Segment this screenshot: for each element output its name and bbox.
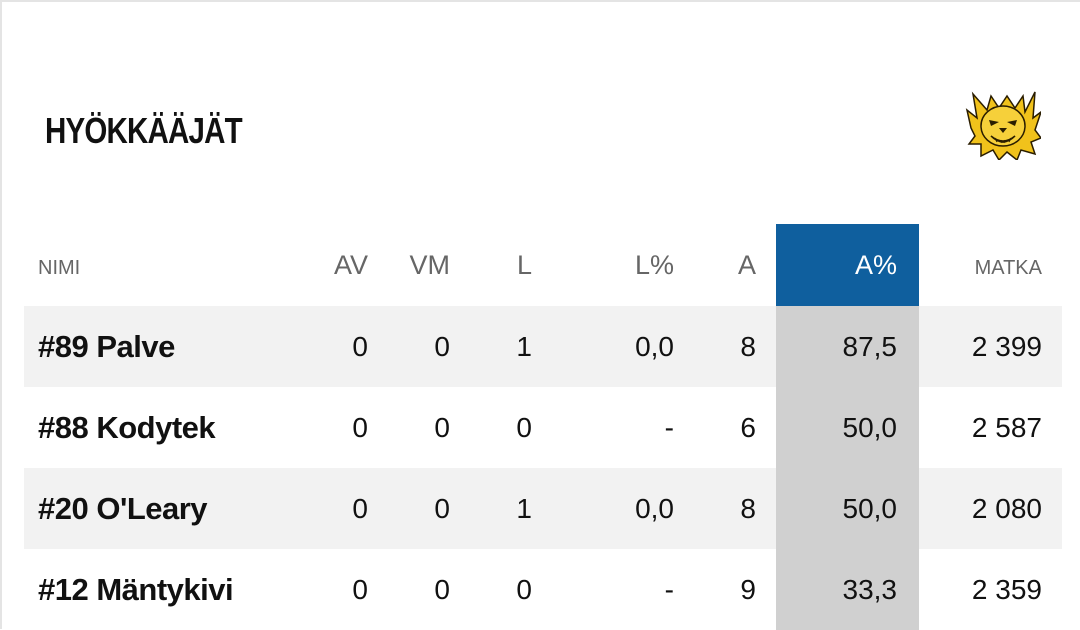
cell-vm: 0 (434, 411, 450, 443)
cell-a-percent: 87,5 (776, 306, 919, 387)
cell-l-percent: - (664, 573, 674, 605)
table-row[interactable]: #88 Kodytek 0 0 0 - 6 50,0 2 587 (24, 387, 1062, 468)
players-table: NIMI AV VM L L% A A% MATKA #89 Palve 0 0… (24, 224, 1062, 630)
header-matka[interactable]: MATKA (974, 257, 1042, 279)
cell-matka: 2 399 (971, 330, 1042, 362)
cell-av: 0 (352, 330, 368, 362)
cell-a-percent: 50,0 (776, 468, 919, 549)
cell-vm: 0 (434, 492, 450, 524)
cell-matka: 2 080 (971, 492, 1042, 524)
player-name[interactable]: #89 Palve (38, 328, 175, 364)
section-title: HYÖKKÄÄJÄT (45, 110, 243, 151)
table-header: NIMI AV VM L L% A A% MATKA (24, 224, 1062, 306)
cell-a: 8 (740, 330, 756, 362)
header-l-percent[interactable]: L% (634, 249, 674, 280)
cell-vm: 0 (434, 330, 450, 362)
player-name[interactable]: #88 Kodytek (38, 409, 216, 445)
table-row[interactable]: #20 O'Leary 0 0 1 0,0 8 50,0 2 080 (24, 468, 1062, 549)
cell-l: 1 (516, 330, 532, 362)
cell-vm: 0 (434, 573, 450, 605)
cell-l-percent: - (664, 411, 674, 443)
cell-matka: 2 587 (971, 411, 1042, 443)
header-a[interactable]: A (737, 249, 756, 280)
header-vm[interactable]: VM (409, 249, 451, 280)
cell-av: 0 (352, 492, 368, 524)
cell-a-percent: 33,3 (776, 549, 919, 630)
player-name[interactable]: #20 O'Leary (38, 490, 208, 526)
cell-l: 0 (516, 573, 532, 605)
header-name[interactable]: NIMI (38, 257, 81, 279)
table-row[interactable]: #12 Mäntykivi 0 0 0 - 9 33,3 2 359 (24, 549, 1062, 630)
header-l[interactable]: L (516, 249, 532, 280)
table-row[interactable]: #89 Palve 0 0 1 0,0 8 87,5 2 399 (24, 306, 1062, 387)
cell-matka: 2 359 (971, 573, 1042, 605)
header-a-percent[interactable]: A% (776, 224, 919, 306)
cell-av: 0 (352, 411, 368, 443)
cell-av: 0 (352, 573, 368, 605)
cell-a: 8 (740, 492, 756, 524)
cell-l: 0 (516, 411, 532, 443)
cell-l-percent: 0,0 (635, 330, 674, 362)
cell-a: 6 (740, 411, 756, 443)
cell-a-percent: 50,0 (776, 387, 919, 468)
cell-a: 9 (740, 573, 756, 605)
cell-l-percent: 0,0 (635, 492, 674, 524)
lynx-logo-icon (965, 91, 1041, 160)
header-av[interactable]: AV (333, 249, 368, 280)
cell-l: 1 (516, 492, 532, 524)
player-name[interactable]: #12 Mäntykivi (38, 571, 234, 607)
